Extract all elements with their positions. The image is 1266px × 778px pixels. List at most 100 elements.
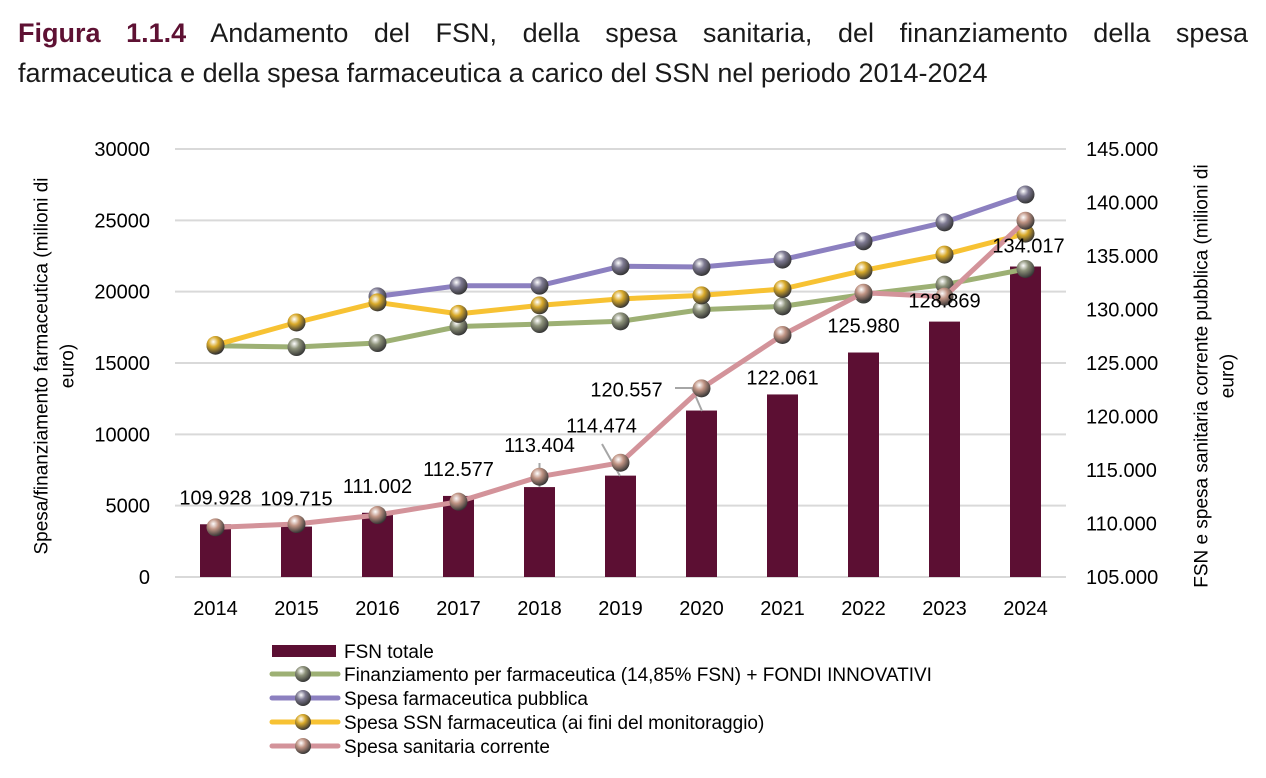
x-axis-tick-label: 2022: [841, 598, 886, 620]
series-line: [213, 266, 1028, 350]
leader-line: [675, 387, 703, 412]
series-marker: [1016, 259, 1035, 278]
left-axis-tick-label: 10000: [94, 424, 150, 446]
legend-item: Spesa SSN farmaceutica (ai fini del moni…: [269, 713, 764, 734]
left-axis-tick-label: 30000: [94, 139, 150, 161]
legend-swatch-marker: [295, 738, 311, 754]
right-axis-tick-label: 140.000: [1086, 193, 1158, 215]
x-axis-tick-label: 2018: [517, 598, 562, 620]
bar-data-label: 109.928: [179, 487, 251, 509]
left-axis-tick-label: 25000: [94, 210, 150, 232]
legend-label: Spesa farmaceutica pubblica: [344, 689, 588, 710]
line-series-3: [206, 224, 1035, 355]
series-marker: [449, 276, 468, 295]
legend-swatch-bar: [272, 645, 336, 657]
series-marker: [287, 313, 306, 332]
line-series-4: [206, 211, 1035, 537]
bar-data-label: 112.577: [423, 459, 494, 481]
series-marker: [449, 317, 468, 336]
series-marker: [692, 300, 711, 319]
series-marker: [611, 257, 630, 276]
left-axis-title-line2: euro): [58, 344, 79, 388]
series-marker: [692, 286, 711, 305]
series-marker: [773, 325, 792, 344]
bar-data-labels: 109.928 109.715 111.002 112.577 113.404114.4…: [179, 236, 1064, 511]
bar: [686, 410, 717, 577]
x-axis-tick-label: 2015: [274, 598, 319, 620]
x-axis-tick-label: 2020: [679, 598, 724, 620]
legend-item: Spesa sanitaria corrente: [269, 737, 550, 758]
x-axis-labels: 2014 2015 2016 2017 2018 2019 2020 2021 2022 2023…: [193, 598, 1048, 620]
legend-label: Finanziamento per farmaceutica (14,85% F…: [344, 665, 932, 686]
figure-title-line1: Andamento del FSN, della spesa sanitaria…: [210, 18, 1248, 48]
left-axis-tick-label: 0: [139, 567, 150, 589]
bar: [848, 352, 879, 577]
series-marker: [935, 213, 954, 232]
bar: [524, 487, 555, 577]
right-axis-tick-label: 145.000: [1086, 139, 1158, 161]
bar-data-label: 113.404: [504, 435, 575, 457]
bar-data-label: 128.869: [908, 291, 980, 313]
bar-data-label: 134.017: [992, 236, 1064, 258]
series-marker: [611, 453, 630, 472]
series-marker: [773, 250, 792, 269]
left-axis-tick-label: 5000: [106, 496, 151, 518]
left-axis-ticks: 0 5000 10000 15000 20000 25000 30000: [94, 139, 150, 589]
bar: [767, 394, 798, 577]
x-axis-tick-label: 2024: [1003, 598, 1048, 620]
legend-swatch-marker: [295, 690, 311, 706]
legend-item: FSN totale: [272, 642, 434, 663]
figure-title: Figura 1.1.4 Andamento del FSN, della sp…: [18, 13, 1248, 93]
right-axis-title-line2: euro): [1218, 354, 1239, 398]
series-marker: [530, 467, 549, 486]
series-marker: [1016, 211, 1035, 230]
right-axis-title-line1: FSN e spesa sanitaria corrente pubblica …: [1192, 164, 1213, 587]
series-marker: [692, 379, 711, 398]
series-marker: [854, 283, 873, 302]
right-axis-ticks: 105.000 110.000 115.000 120.000 125.000 130.0…: [1086, 139, 1158, 589]
series-marker: [287, 338, 306, 357]
series-marker: [530, 296, 549, 315]
x-axis-tick-label: 2016: [355, 598, 400, 620]
legend-label: Spesa sanitaria corrente: [344, 737, 550, 758]
figure-title-line2: farmaceutica e della spesa farmaceutica …: [18, 58, 988, 88]
x-axis-tick-label: 2019: [598, 598, 643, 620]
legend-item: Spesa farmaceutica pubblica: [269, 689, 588, 710]
series-marker: [1016, 185, 1035, 204]
bar-data-label: 109.715: [260, 489, 332, 511]
series-marker: [1016, 224, 1035, 243]
series-marker: [368, 293, 387, 312]
series-marker: [854, 261, 873, 280]
figure-title-line1-row: Figura 1.1.4 Andamento del FSN, della sp…: [18, 13, 1248, 53]
bar-data-label: 122.061: [746, 367, 818, 389]
series-marker: [449, 304, 468, 323]
bar-data-label: 114.474: [566, 416, 637, 438]
series-marker: [206, 336, 225, 355]
left-axis-title-line1: Spesa/finanziamento farmaceutica (milion…: [32, 177, 53, 554]
x-axis-tick-label: 2014: [193, 598, 238, 620]
series-marker: [368, 334, 387, 353]
x-axis-tick-label: 2017: [436, 598, 481, 620]
series-marker: [935, 245, 954, 264]
right-axis-tick-label: 125.000: [1086, 353, 1158, 375]
right-axis-tick-label: 135.000: [1086, 246, 1158, 268]
series-line: [375, 192, 1028, 299]
series-marker: [530, 315, 549, 334]
bar: [281, 526, 312, 577]
series-marker: [611, 289, 630, 308]
right-axis-tick-label: 120.000: [1086, 407, 1158, 429]
series-marker: [368, 506, 387, 525]
left-axis-tick-label: 15000: [94, 353, 150, 375]
right-axis-tick-label: 115.000: [1086, 460, 1157, 482]
series-marker: [530, 276, 549, 295]
right-axis-tick-label: 105.000: [1086, 567, 1158, 589]
right-axis-tick-label: 130.000: [1086, 300, 1158, 322]
legend-label: Spesa SSN farmaceutica (ai fini del moni…: [344, 713, 764, 734]
series-marker: [935, 287, 954, 306]
bar-data-label: 125.980: [827, 316, 899, 338]
series-marker: [287, 515, 306, 534]
series-marker: [449, 492, 468, 511]
bar: [929, 321, 960, 577]
